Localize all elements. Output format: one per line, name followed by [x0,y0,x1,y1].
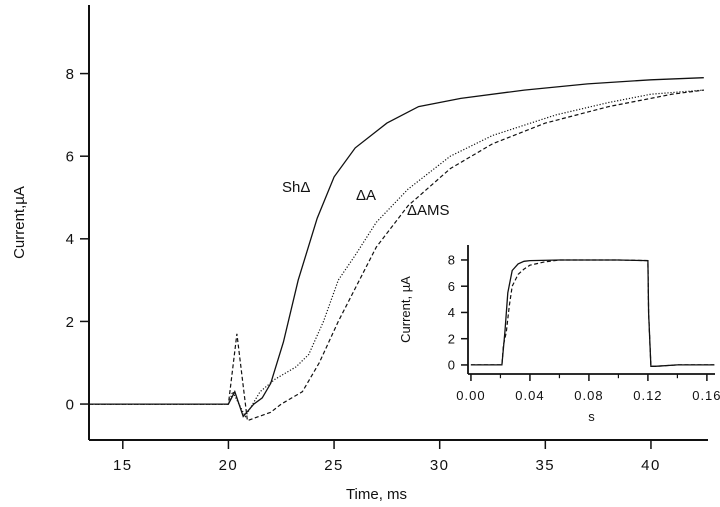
main-x-axis-label: Time, ms [346,486,407,503]
main-x-tick-label: 30 [430,457,450,474]
main-series-a [89,89,704,418]
inset-x-tick-label: 0.16 [692,388,720,403]
inset-background [410,240,720,430]
main-series-ams [89,89,704,422]
series-label-sh-delta: ShΔ [282,179,310,196]
inset-y-tick-label: 2 [448,331,455,346]
inset-y-tick-label: 8 [448,253,455,268]
inset-y-axis-label: Current, µA [398,276,413,343]
main-y-tick-label: 0 [66,396,74,413]
main-y-tick-label: 4 [66,231,74,248]
inset-y-tick-label: 4 [448,305,455,320]
main-x-tick-label: 35 [535,457,555,474]
main-x-tick-label: 15 [113,457,133,474]
main-series-sh [89,77,704,418]
inset-x-tick-label: 0.12 [633,388,662,403]
main-y-tick-label: 6 [66,149,74,166]
inset-series-line-1 [470,259,715,367]
inset-y-tick-label: 0 [448,358,455,373]
series-label-delta-ams: ΔAMS [407,202,450,219]
main-y-tick-label: 8 [66,66,74,83]
inset-y-tick-label: 6 [448,279,455,294]
inset-x-axis-label: s [588,409,595,424]
inset-x-tick-label: 0.00 [456,388,485,403]
inset-x-tick-label: 0.04 [515,388,544,403]
main-x-tick-label: 20 [219,457,239,474]
main-x-tick-label: 25 [324,457,344,474]
series-label-delta-a: ΔA [356,187,376,204]
inset-x-tick-label: 0.08 [574,388,603,403]
main-x-tick-label: 40 [641,457,661,474]
main-y-axis-label: Current,µA [11,186,28,259]
main-y-tick-label: 2 [66,314,74,331]
